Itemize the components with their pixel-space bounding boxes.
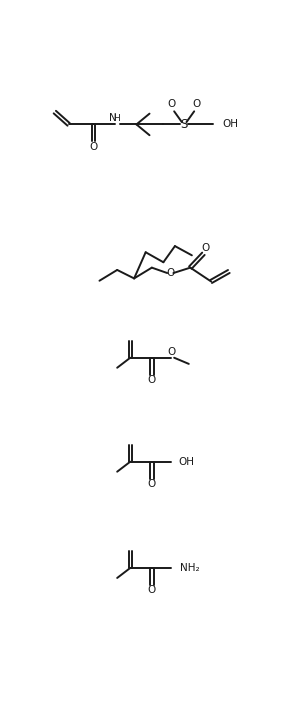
Text: H: H bbox=[113, 114, 120, 122]
Text: O: O bbox=[148, 585, 156, 595]
Text: S: S bbox=[181, 118, 188, 131]
Text: O: O bbox=[148, 375, 156, 385]
Text: OH: OH bbox=[223, 120, 239, 130]
Text: O: O bbox=[168, 99, 176, 109]
Text: O: O bbox=[89, 142, 97, 152]
Text: OH: OH bbox=[179, 457, 195, 467]
Text: O: O bbox=[166, 268, 174, 278]
Text: O: O bbox=[167, 347, 175, 357]
Text: O: O bbox=[192, 99, 200, 109]
Text: O: O bbox=[148, 479, 156, 489]
Text: O: O bbox=[202, 243, 210, 253]
Text: NH₂: NH₂ bbox=[180, 563, 200, 573]
Text: N: N bbox=[109, 113, 116, 123]
